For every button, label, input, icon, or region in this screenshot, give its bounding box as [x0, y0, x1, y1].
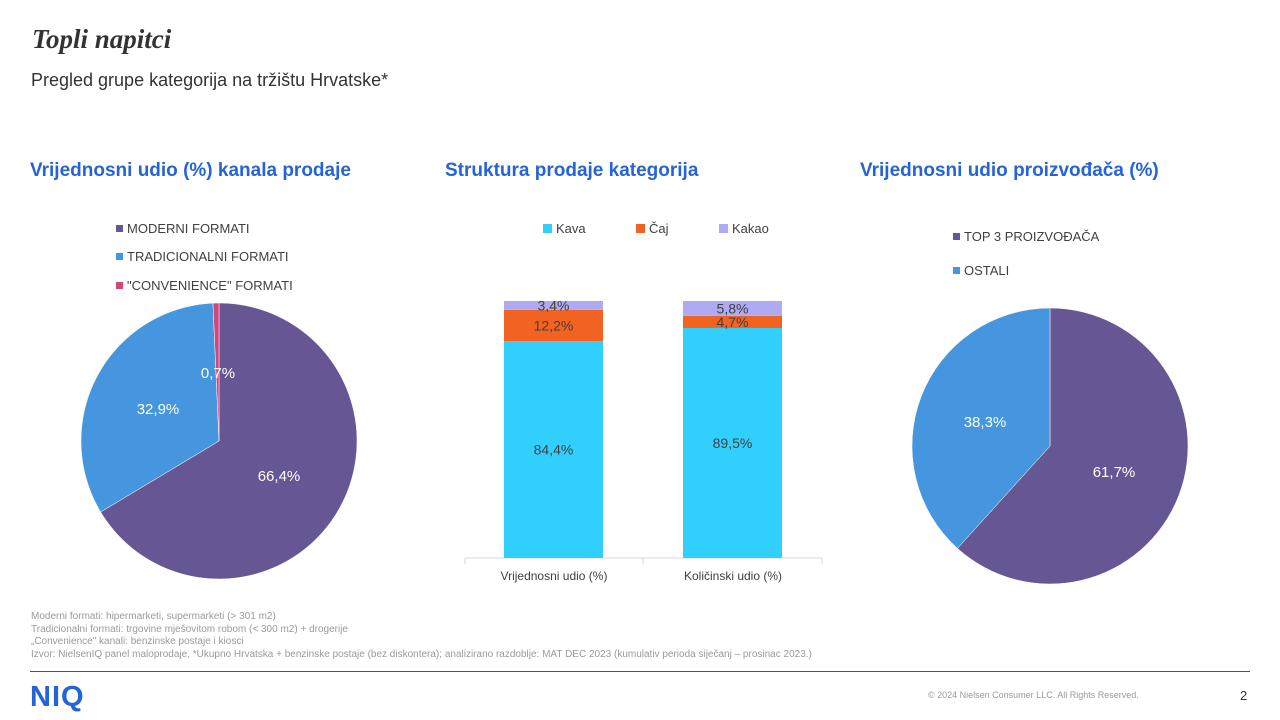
bar-segment [504, 309, 603, 342]
legend-swatch [116, 225, 123, 232]
legend-label: OSTALI [964, 263, 1010, 278]
chart-title-manufacturers: Vrijednosni udio proizvođača (%) [860, 160, 1159, 181]
data-label: 38,3% [964, 414, 1007, 431]
legend-swatch [116, 253, 123, 260]
bar-segment [683, 315, 782, 328]
data-label: 66,4% [258, 468, 301, 485]
data-label: 3,4% [538, 297, 570, 313]
data-label: 0,7% [201, 365, 235, 382]
legend-item-caj: Čaj [636, 221, 669, 236]
page-title: Topli napitci [32, 24, 172, 54]
legend-label: TRADICIONALNI FORMATI [127, 249, 289, 264]
pie-slice [911, 307, 1051, 549]
footnotes: Moderni formati: hipermarketi, supermark… [31, 611, 812, 662]
legend-label: MODERNI FORMATI [127, 221, 250, 236]
legend-item-top3: TOP 3 PROIZVOĐAČA [953, 229, 1099, 244]
data-label: 84,4% [534, 442, 574, 458]
x-tick-label: Vrijednosni udio (%) [501, 569, 608, 583]
data-label: 61,7% [1093, 464, 1136, 481]
data-label: 5,8% [717, 300, 749, 316]
legend-swatch [543, 224, 552, 233]
legend-label: Čaj [649, 221, 669, 236]
legend-swatch [953, 267, 960, 274]
legend-label: TOP 3 PROIZVOĐAČA [964, 229, 1100, 244]
legend-swatch [953, 233, 960, 240]
pie-slice [957, 307, 1189, 585]
niq-logo: NIQ [30, 681, 85, 713]
bar-segment [683, 301, 782, 316]
footer-divider [30, 671, 1250, 672]
footnote: Tradicionalni formati: trgovine mješovit… [31, 623, 348, 635]
footnote: „Convenience" kanali: benzinske postaje … [31, 636, 244, 648]
data-label: 4,7% [717, 314, 749, 330]
x-tick-label: Količinski udio (%) [684, 569, 782, 583]
legend-item-moderni: MODERNI FORMATI [116, 221, 250, 236]
legend-label: "CONVENIENCE" FORMATI [127, 278, 293, 293]
footnote: Izvor: NielsenIQ panel maloprodaje, *Uku… [31, 649, 812, 661]
legend-item-kakao: Kakao [719, 221, 769, 236]
bar-segment [504, 341, 603, 558]
legend-item-convenience: "CONVENIENCE" FORMATI [116, 278, 293, 293]
footnote: Moderni formati: hipermarketi, supermark… [31, 611, 276, 622]
legend-item-tradicionalni: TRADICIONALNI FORMATI [116, 249, 289, 264]
data-label: 89,5% [713, 435, 753, 451]
legend-swatch [116, 282, 123, 289]
bar-segment [504, 301, 603, 310]
copyright: © 2024 Nielsen Consumer LLC. All Rights … [928, 690, 1139, 700]
legend-label: Kava [556, 221, 586, 236]
legend-swatch [636, 224, 645, 233]
pie-slice [80, 302, 220, 513]
chart-title-structure: Struktura prodaje kategorija [445, 160, 699, 181]
data-label: 12,2% [534, 317, 574, 333]
legend-item-kava: Kava [543, 221, 586, 236]
page-number: 2 [1240, 688, 1248, 703]
data-label: 32,9% [137, 401, 180, 418]
legend-label: Kakao [732, 221, 769, 236]
legend-item-ostali: OSTALI [953, 263, 1009, 278]
chart-title-channels: Vrijednosni udio (%) kanala prodaje [30, 160, 351, 181]
page-subtitle: Pregled grupe kategorija na tržištu Hrva… [31, 70, 389, 90]
pie-slice [212, 302, 220, 442]
bar-segment [683, 327, 782, 558]
pie-slice [100, 302, 358, 580]
legend-swatch [719, 224, 728, 233]
